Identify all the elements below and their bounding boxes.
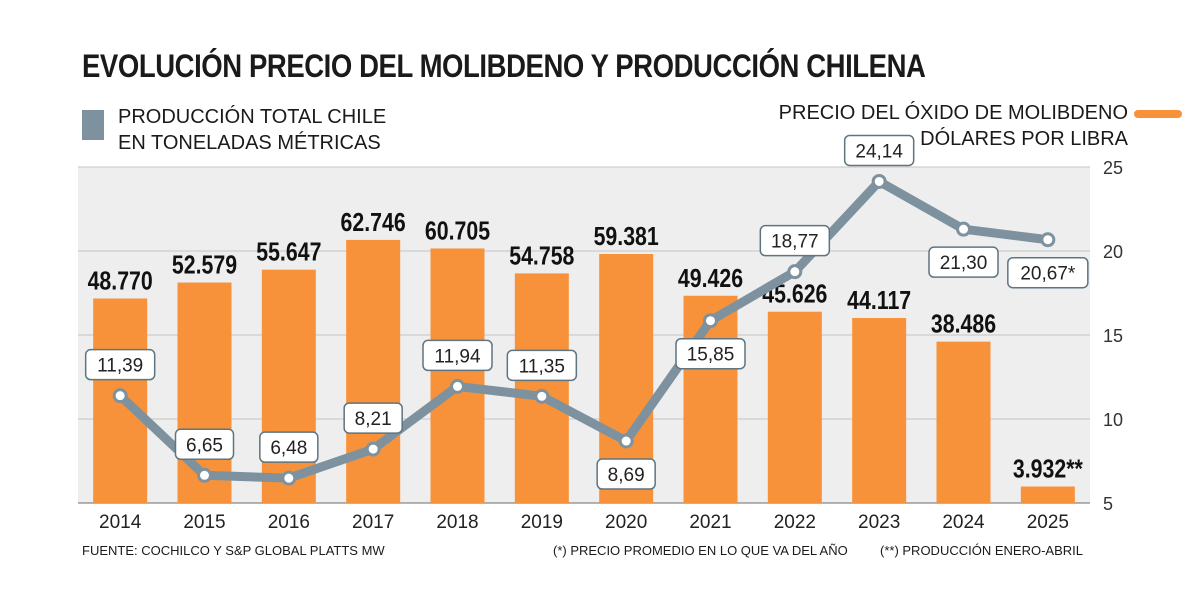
x-tick-label: 2020	[605, 512, 647, 533]
bar-value-label: 49.426	[678, 264, 743, 294]
price-label-box	[506, 349, 578, 382]
legend-price-line2: DÓLARES POR LIBRA	[920, 128, 1128, 150]
x-tick-label: 2018	[436, 512, 478, 533]
y-tick-label: 5	[1103, 494, 1113, 514]
x-tick-label: 2016	[268, 512, 310, 533]
bar	[430, 248, 485, 503]
price-label-box	[759, 224, 831, 257]
bar	[1020, 486, 1075, 503]
x-tick-label: 2025	[1027, 512, 1069, 533]
price-point	[281, 470, 297, 486]
legend-price-swatch	[1134, 110, 1182, 118]
bar-value-label: 52.579	[172, 251, 237, 281]
legend-production-swatch	[82, 110, 104, 140]
bar	[177, 282, 232, 503]
price-label-box	[843, 134, 915, 167]
price-point	[112, 388, 128, 404]
bar-value-label: 62.746	[341, 208, 406, 238]
price-value-label: 11,39	[97, 356, 143, 377]
bar	[261, 269, 316, 503]
chart-title: EVOLUCIÓN PRECIO DEL MOLIBDENO Y PRODUCC…	[82, 48, 926, 84]
x-tick-label: 2024	[942, 512, 985, 533]
price-label-box	[1007, 256, 1089, 289]
x-tick-label: 2021	[689, 512, 731, 533]
footer-source: FUENTE: COCHILCO Y S&P GLOBAL PLATTS MW	[82, 543, 385, 558]
price-value-label: 8,21	[355, 409, 392, 430]
bar	[346, 239, 401, 504]
price-value-label: 6,65	[186, 435, 223, 456]
price-label-box	[675, 337, 746, 370]
x-tick-label: 2023	[858, 512, 900, 533]
price-point	[618, 433, 634, 449]
price-label-box	[343, 402, 403, 434]
price-point	[703, 313, 718, 329]
legend-price: PRECIO DEL ÓXIDO DE MOLIBDENO DÓLARES PO…	[778, 100, 1182, 152]
price-label-box	[259, 431, 319, 463]
legend-production-line2: EN TONELADAS MÉTRICAS	[118, 132, 381, 154]
y-tick-label: 15	[1103, 326, 1123, 346]
footer-note-production: (**) PRODUCCIÓN ENERO-ABRIL	[880, 543, 1083, 558]
bar-value-label: 3.932**	[1013, 455, 1084, 485]
price-point	[450, 378, 465, 394]
price-value-label: 11,35	[519, 356, 565, 377]
price-label-box	[422, 339, 493, 372]
price-label-box	[596, 458, 656, 490]
x-tick-label: 2015	[183, 512, 225, 533]
bar-value-label: 59.381	[594, 222, 659, 252]
bar	[852, 318, 907, 503]
x-tick-label: 2022	[774, 512, 816, 533]
price-label-box	[174, 428, 235, 461]
legend-price-line1: PRECIO DEL ÓXIDO DE MOLIBDENO	[778, 102, 1128, 124]
price-point	[956, 221, 971, 237]
price-value-label: 6,48	[270, 438, 307, 459]
price-point	[1040, 232, 1056, 248]
y-tick-label: 25	[1103, 158, 1123, 178]
bar-value-label: 44.117	[847, 286, 911, 316]
bar-value-label: 48.770	[88, 267, 153, 297]
price-label-box	[84, 348, 156, 381]
y-tick-label: 20	[1103, 242, 1123, 262]
price-value-label: 21,30	[940, 253, 988, 274]
price-value-label: 18,77	[771, 232, 819, 253]
bar-value-label: 38.486	[931, 310, 996, 340]
y-tick-label: 10	[1103, 410, 1123, 430]
price-point	[197, 467, 212, 483]
price-value-label: 20,67*	[1020, 264, 1076, 285]
bar	[683, 295, 738, 503]
bar-value-label: 54.758	[509, 241, 574, 271]
legend-production-line1: PRODUCCIÓN TOTAL CHILE	[118, 106, 387, 128]
bar-value-label: 55.647	[256, 238, 321, 268]
price-value-label: 8,69	[608, 465, 645, 486]
price-value-label: 24,14	[855, 141, 903, 162]
price-point	[787, 264, 803, 280]
bar	[514, 273, 569, 503]
price-point	[871, 173, 887, 189]
bar-value-label: 60.705	[425, 216, 490, 246]
price-line	[115, 176, 1053, 483]
price-point	[534, 388, 550, 404]
price-value-label: 15,85	[687, 345, 735, 366]
x-tick-label: 2014	[99, 512, 142, 533]
bar	[767, 311, 822, 503]
price-point	[365, 441, 381, 457]
price-label-box	[928, 246, 999, 278]
x-tick-label: 2019	[521, 512, 563, 533]
footer-note-price: (*) PRECIO PROMEDIO EN LO QUE VA DEL AÑO	[553, 543, 848, 558]
x-tick-label: 2017	[352, 512, 394, 533]
bar	[936, 341, 991, 503]
price-value-label: 11,94	[434, 346, 481, 367]
